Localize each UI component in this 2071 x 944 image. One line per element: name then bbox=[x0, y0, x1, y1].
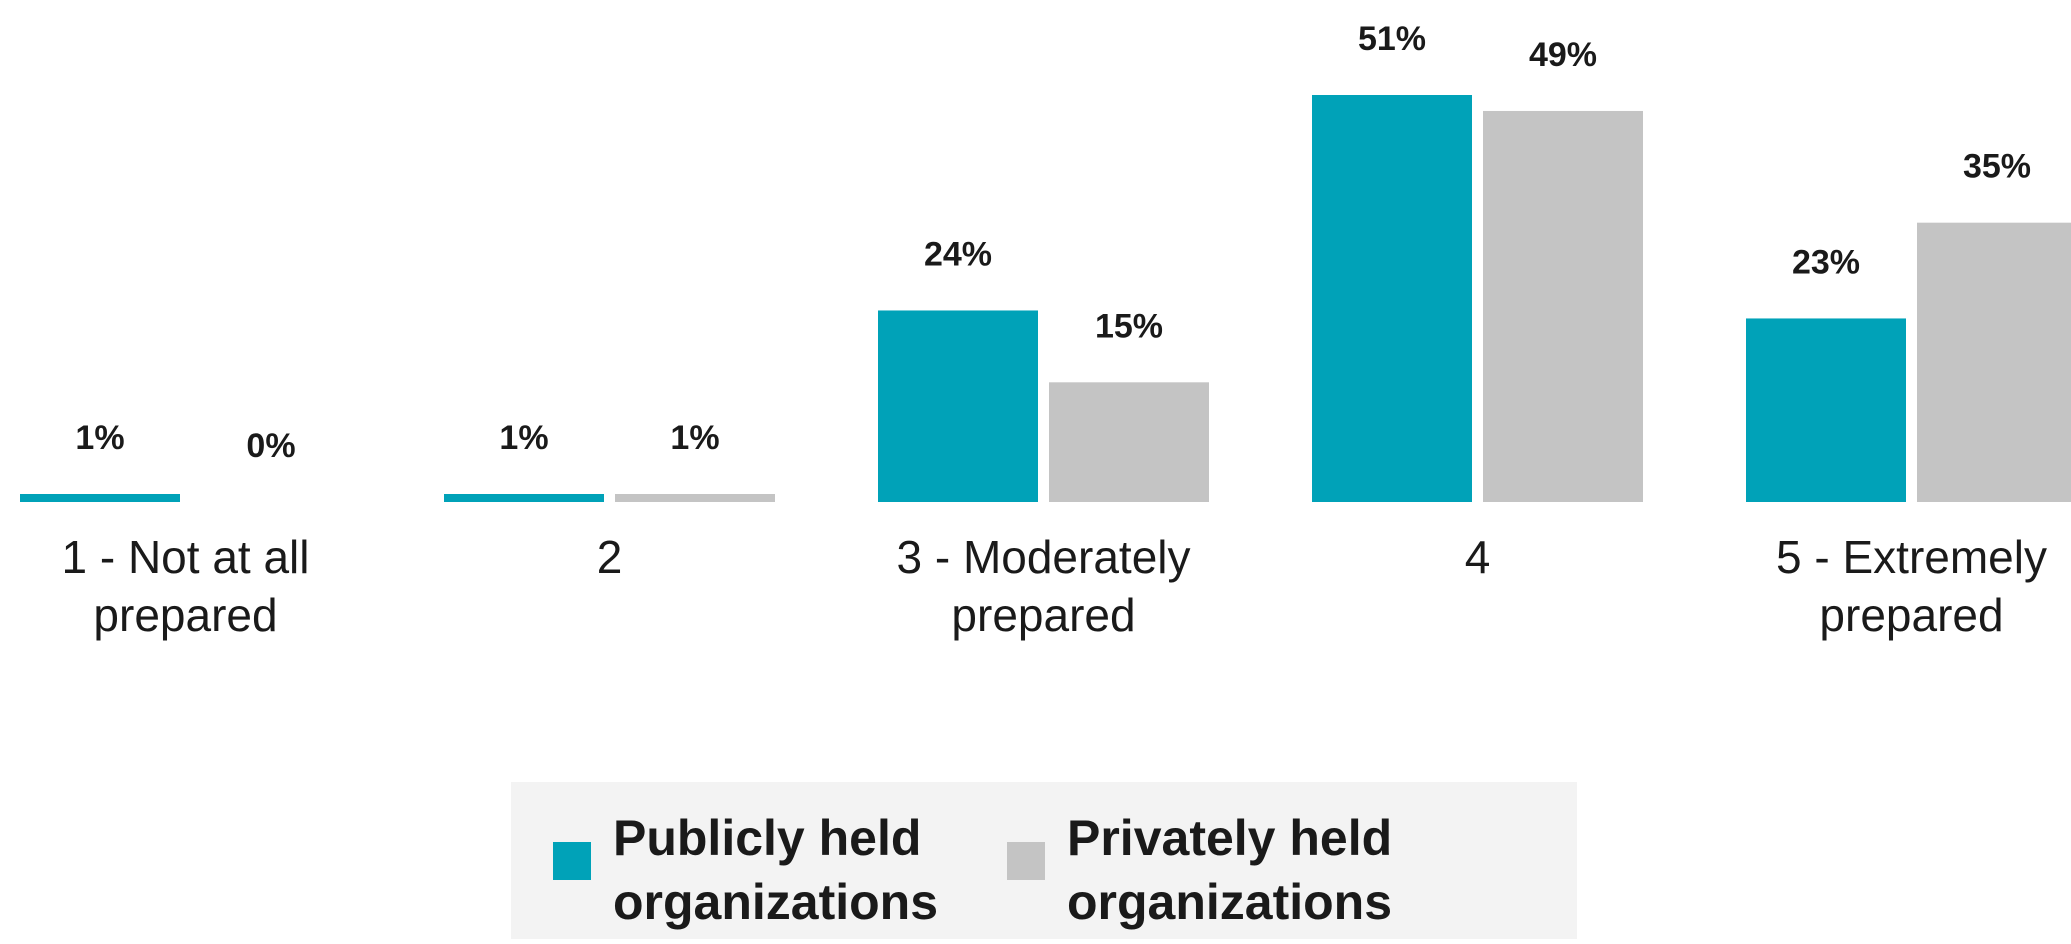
data-label-private-5: 35% bbox=[1963, 148, 2031, 186]
bar-public-5 bbox=[1746, 318, 1906, 502]
data-labels-layer: 1% 0% 1% 1% 24% 15% 51% 49% 23% 35% bbox=[75, 20, 2031, 465]
bar-public-3 bbox=[878, 310, 1038, 502]
data-label-public-5: 23% bbox=[1792, 243, 1860, 281]
data-label-private-2: 1% bbox=[670, 419, 719, 457]
data-label-public-3: 24% bbox=[924, 235, 992, 273]
bar-private-2 bbox=[615, 494, 775, 502]
bar-public-2 bbox=[444, 494, 604, 502]
bar-private-4 bbox=[1483, 110, 1643, 502]
data-label-public-4: 51% bbox=[1358, 20, 1426, 58]
data-label-private-4: 49% bbox=[1529, 36, 1597, 74]
data-label-private-1: 0% bbox=[246, 427, 295, 465]
data-label-private-3: 15% bbox=[1095, 307, 1163, 345]
bar-private-5 bbox=[1917, 222, 2071, 502]
legend-item-private: Privately held organizations bbox=[1007, 806, 1407, 934]
legend: Publicly held organizations Privately he… bbox=[511, 782, 1577, 939]
legend-swatch-public bbox=[553, 842, 591, 880]
bar-private-3 bbox=[1049, 382, 1209, 502]
category-label-4: 4 bbox=[1465, 531, 1491, 583]
bar-public-1 bbox=[20, 494, 180, 502]
legend-swatch-private bbox=[1007, 842, 1045, 880]
legend-label-private: Privately held organizations bbox=[1067, 810, 1393, 930]
category-label-3: 3 - Moderately prepared bbox=[896, 531, 1190, 641]
category-label-2: 2 bbox=[597, 531, 623, 583]
category-labels-layer: 1 - Not at all prepared 2 3 - Moderately pre… bbox=[62, 531, 2047, 641]
data-label-public-1: 1% bbox=[75, 419, 124, 457]
bars-layer bbox=[20, 95, 2071, 502]
category-label-1: 1 - Not at all prepared bbox=[62, 531, 310, 641]
data-label-public-2: 1% bbox=[499, 419, 548, 457]
bar-public-4 bbox=[1312, 95, 1472, 502]
legend-label-public: Publicly held organizations bbox=[613, 810, 939, 930]
category-label-5: 5 - Extremely prepared bbox=[1776, 531, 2047, 641]
legend-item-public: Publicly held organizations bbox=[553, 806, 953, 934]
